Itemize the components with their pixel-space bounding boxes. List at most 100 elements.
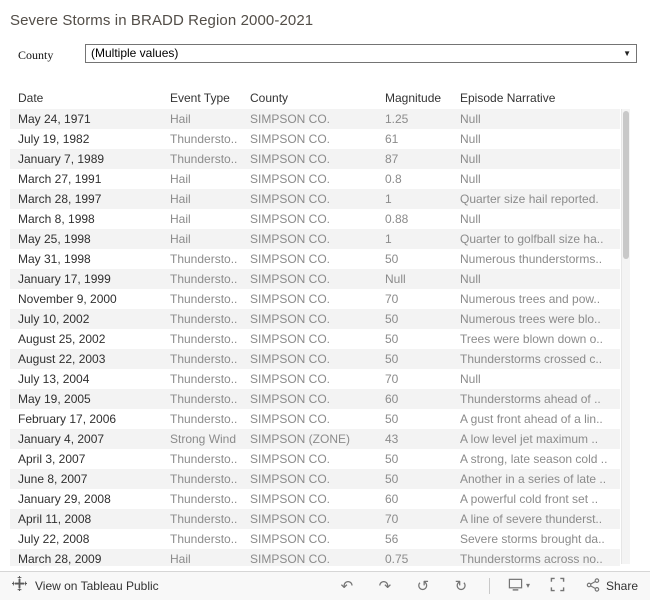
table-cell[interactable]: 0.75 (377, 549, 452, 566)
table-cell[interactable]: Thundersto.. (170, 292, 238, 306)
table-row[interactable]: May 25, 1998 Hail SIMPSON CO. 1 Quarter to g… (10, 229, 620, 249)
table-cell[interactable]: March 28, 2009 (10, 549, 162, 566)
table-cell[interactable]: January 17, 1999 (10, 269, 162, 289)
table-row[interactable]: May 31, 1998 Thundersto.. SIMPSON CO. 50 Num… (10, 249, 620, 269)
table-cell[interactable]: Null (452, 149, 620, 169)
table-row[interactable]: June 8, 2007 Thundersto.. SIMPSON CO. 50 Ano… (10, 469, 620, 489)
table-cell[interactable]: Thundersto.. (162, 309, 242, 329)
table-cell[interactable]: Thundersto.. (170, 372, 238, 386)
table-cell[interactable]: June 8, 2007 (10, 469, 162, 489)
table-cell[interactable]: Hail (170, 212, 191, 226)
table-cell[interactable]: Trees were blown down o.. (460, 332, 603, 346)
table-cell[interactable]: July 13, 2004 (18, 372, 90, 386)
table-cell[interactable]: SIMPSON CO. (250, 332, 331, 346)
table-cell[interactable]: Numerous trees and pow.. (460, 292, 601, 306)
table-row[interactable]: July 10, 2002 Thundersto.. SIMPSON CO. 50 Nu… (10, 309, 620, 329)
table-cell[interactable]: 56 (385, 532, 399, 546)
table-cell[interactable]: SIMPSON CO. (242, 469, 377, 489)
table-cell[interactable]: 1.25 (377, 109, 452, 129)
scrollbar-thumb[interactable] (623, 111, 629, 259)
table-row[interactable]: August 25, 2002 Thundersto.. SIMPSON CO. 50… (10, 329, 620, 349)
share-button[interactable]: Share (586, 575, 638, 597)
table-cell[interactable]: July 10, 2002 (10, 309, 162, 329)
refresh-button[interactable]: ↻ (451, 575, 471, 597)
table-cell[interactable]: SIMPSON CO. (250, 252, 331, 266)
table-cell[interactable]: SIMPSON CO. (242, 309, 377, 329)
table-cell[interactable]: 50 (385, 332, 399, 346)
table-row[interactable]: July 19, 1982 Thundersto.. SIMPSON CO. 61 Nu… (10, 129, 620, 149)
undo-button[interactable]: ↶ (337, 575, 357, 597)
table-cell[interactable]: April 3, 2007 (18, 452, 86, 466)
table-cell[interactable]: 60 (385, 492, 399, 506)
table-row[interactable]: March 8, 1998 Hail SIMPSON CO. 0.88 Null (10, 209, 620, 229)
table-row[interactable]: April 3, 2007 Thundersto.. SIMPSON CO. 50 A … (10, 449, 620, 469)
table-cell[interactable]: Thundersto.. (170, 412, 238, 426)
table-row[interactable]: May 24, 1971 Hail SIMPSON CO. 1.25 Null (10, 109, 620, 129)
table-cell[interactable]: SIMPSON CO. (242, 549, 377, 566)
fullscreen-button[interactable] (548, 575, 568, 597)
table-cell[interactable]: Null (377, 269, 452, 289)
table-cell[interactable]: Null (452, 109, 620, 129)
table-cell[interactable]: SIMPSON CO. (242, 389, 377, 409)
redo-button[interactable]: ↷ (375, 575, 395, 597)
table-cell[interactable]: Thundersto.. (170, 492, 238, 506)
table-cell[interactable]: SIMPSON CO. (250, 372, 331, 386)
table-cell[interactable]: A line of severe thunderst.. (452, 509, 620, 529)
table-row[interactable]: March 28, 1997 Hail SIMPSON CO. 1 Quarter si… (10, 189, 620, 209)
table-cell[interactable]: Thundersto.. (162, 349, 242, 369)
table-cell[interactable]: SIMPSON CO. (250, 292, 331, 306)
vertical-scrollbar[interactable] (621, 109, 630, 564)
table-cell[interactable]: 1 (377, 189, 452, 209)
table-cell[interactable]: Thundersto.. (162, 389, 242, 409)
table-cell[interactable]: SIMPSON (ZONE) (242, 429, 377, 449)
table-cell[interactable]: Null (460, 132, 481, 146)
table-cell[interactable]: A low level jet maximum .. (452, 429, 620, 449)
table-cell[interactable]: Quarter size hail reported. (452, 189, 620, 209)
table-row[interactable]: May 19, 2005 Thundersto.. SIMPSON CO. 60 Thu… (10, 389, 620, 409)
table-cell[interactable]: Thundersto.. (170, 532, 238, 546)
table-cell[interactable]: 70 (385, 372, 399, 386)
table-row[interactable]: July 13, 2004 Thundersto.. SIMPSON CO. 70 Nu… (10, 369, 620, 389)
table-cell[interactable]: Hail (162, 229, 242, 249)
table-cell[interactable]: Thundersto.. (170, 252, 238, 266)
table-cell[interactable]: 50 (377, 309, 452, 329)
table-cell[interactable]: 50 (385, 452, 399, 466)
table-cell[interactable]: Null (452, 269, 620, 289)
table-row[interactable]: March 27, 1991 Hail SIMPSON CO. 0.8 Null (10, 169, 620, 189)
table-cell[interactable]: SIMPSON CO. (242, 229, 377, 249)
table-cell[interactable]: SIMPSON CO. (242, 509, 377, 529)
table-cell[interactable]: SIMPSON CO. (242, 109, 377, 129)
table-row[interactable]: August 22, 2003 Thundersto.. SIMPSON CO. 50… (10, 349, 620, 369)
table-cell[interactable]: 61 (385, 132, 399, 146)
table-cell[interactable]: SIMPSON CO. (242, 189, 377, 209)
table-cell[interactable]: Hail (162, 109, 242, 129)
table-cell[interactable]: SIMPSON CO. (250, 172, 331, 186)
table-cell[interactable]: Null (460, 372, 481, 386)
table-cell[interactable]: May 19, 2005 (10, 389, 162, 409)
table-cell[interactable]: SIMPSON CO. (242, 349, 377, 369)
table-cell[interactable]: Severe storms brought da.. (460, 532, 605, 546)
table-cell[interactable]: Null (460, 212, 481, 226)
table-cell[interactable]: 70 (385, 292, 399, 306)
table-cell[interactable]: Numerous thunderstorms.. (460, 252, 603, 266)
table-cell[interactable]: Thunderstorms across no.. (452, 549, 620, 566)
table-cell[interactable]: Thundersto.. (162, 509, 242, 529)
table-cell[interactable]: March 27, 1991 (18, 172, 102, 186)
download-button[interactable]: ▾ (508, 575, 530, 597)
column-header-magnitude[interactable]: Magnitude (385, 91, 442, 105)
county-filter-dropdown[interactable]: (Multiple values) ▼ (85, 44, 637, 63)
table-cell[interactable]: Thundersto.. (170, 332, 238, 346)
table-cell[interactable]: January 4, 2007 (10, 429, 162, 449)
table-cell[interactable]: January 29, 2008 (18, 492, 111, 506)
table-cell[interactable]: Thundersto.. (170, 452, 238, 466)
table-row[interactable]: November 9, 2000 Thundersto.. SIMPSON CO. 7… (10, 289, 620, 309)
table-cell[interactable]: Hail (170, 172, 191, 186)
table-cell[interactable]: April 11, 2008 (10, 509, 162, 529)
table-cell[interactable]: August 22, 2003 (10, 349, 162, 369)
table-cell[interactable]: May 25, 1998 (10, 229, 162, 249)
table-cell[interactable]: Quarter to golfball size ha.. (452, 229, 620, 249)
column-header-county[interactable]: County (250, 91, 289, 105)
table-row[interactable]: February 17, 2006 Thundersto.. SIMPSON CO.… (10, 409, 620, 429)
reset-button[interactable]: ↺ (413, 575, 433, 597)
table-row[interactable]: January 4, 2007 Strong Wind SIMPSON (ZONE)… (10, 429, 620, 449)
